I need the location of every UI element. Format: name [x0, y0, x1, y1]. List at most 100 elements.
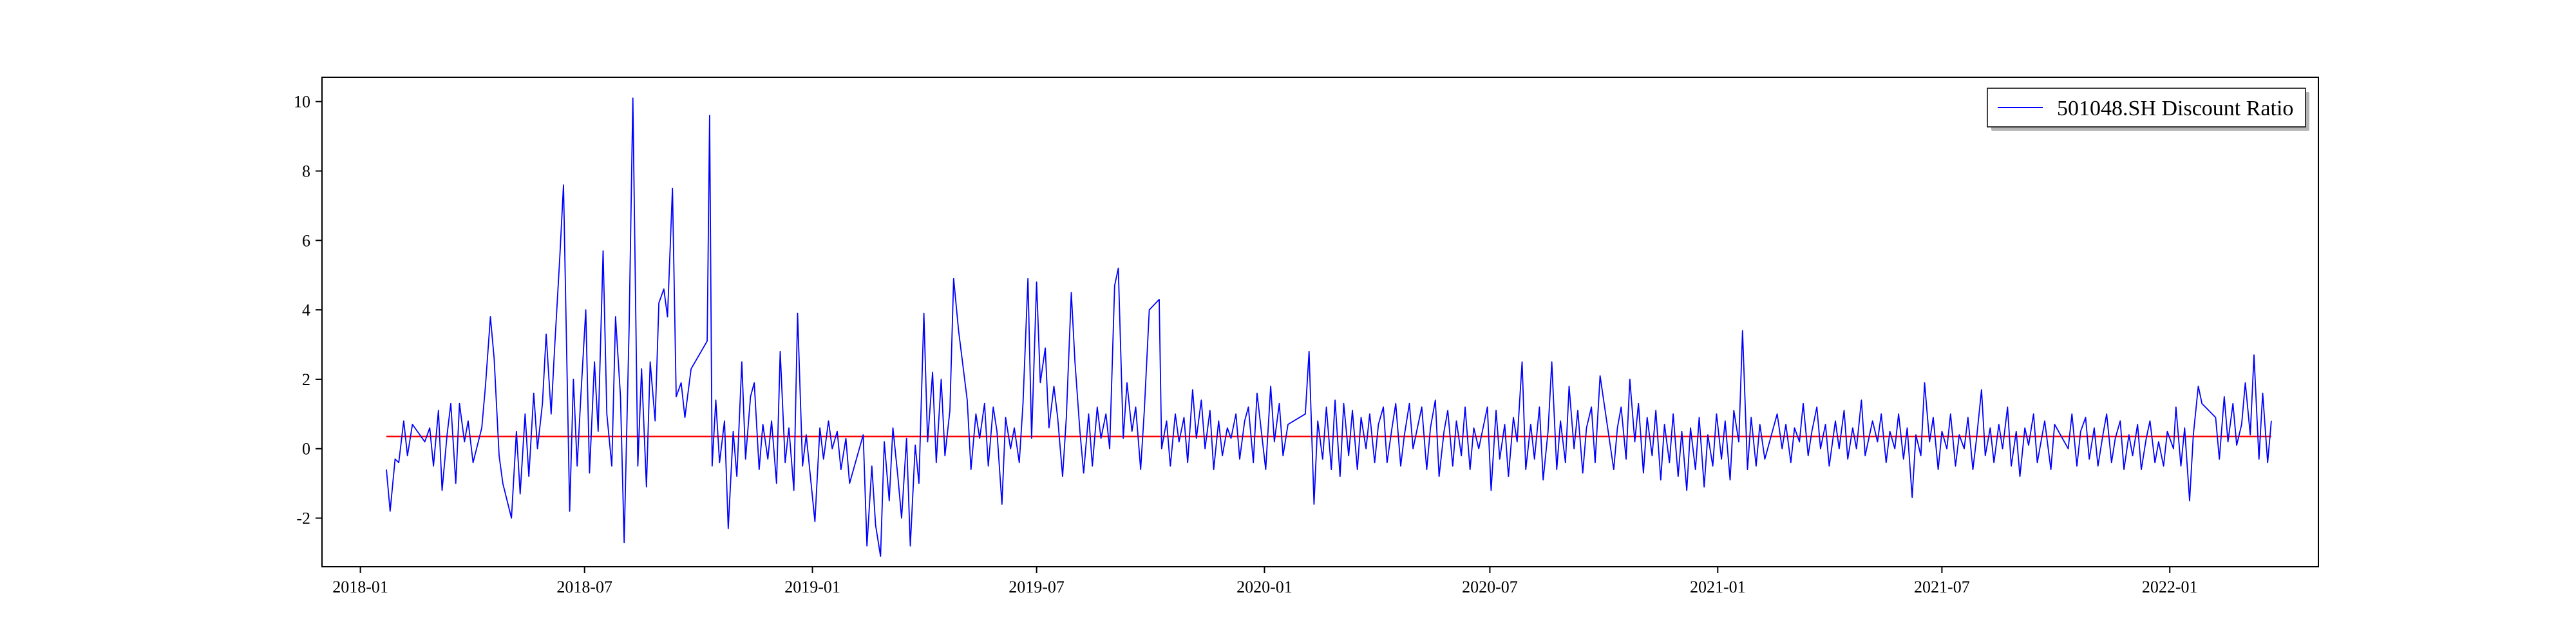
- data-point: [709, 115, 710, 116]
- data-point: [2241, 424, 2242, 425]
- data-point: [2067, 448, 2069, 450]
- data-point: [1591, 406, 1592, 408]
- data-point: [1464, 406, 1466, 408]
- data-point: [1577, 410, 1578, 411]
- data-point: [1698, 417, 1700, 418]
- data-point: [1790, 462, 1792, 463]
- data-point: [862, 434, 864, 435]
- data-point: [455, 482, 457, 484]
- data-point: [1651, 455, 1653, 456]
- data-point: [793, 489, 795, 491]
- data-point: [580, 396, 582, 397]
- data-point: [1568, 386, 1569, 387]
- data-point: [1504, 424, 1505, 425]
- data-point: [914, 444, 916, 446]
- data-point: [2137, 424, 2138, 425]
- data-point: [2271, 420, 2272, 421]
- data-point: [2189, 500, 2190, 501]
- data-point: [1733, 410, 1734, 411]
- data-point: [1941, 431, 1942, 432]
- data-point: [1490, 489, 1492, 491]
- data-point: [1573, 448, 1575, 450]
- data-point: [681, 382, 682, 383]
- data-point: [1486, 406, 1488, 408]
- data-point: [1747, 469, 1748, 470]
- data-point: [464, 441, 465, 442]
- data-point: [2262, 392, 2263, 393]
- data-point: [975, 413, 976, 415]
- data-point: [1010, 448, 1011, 450]
- data-point: [1742, 330, 1743, 331]
- data-point: [1452, 466, 1454, 467]
- data-point: [1343, 403, 1344, 404]
- data-point: [1828, 466, 1830, 467]
- data-point: [1079, 431, 1081, 432]
- data-point: [719, 462, 720, 463]
- data-point: [2227, 441, 2228, 442]
- data-point: [1759, 424, 1761, 425]
- data-point: [1920, 455, 1922, 456]
- data-point: [1161, 448, 1162, 450]
- x-tick-label: 2021-01: [1690, 578, 1746, 596]
- data-point: [1227, 427, 1228, 428]
- data-point: [1070, 292, 1072, 293]
- data-point: [1378, 424, 1379, 425]
- data-point: [2002, 448, 2003, 450]
- data-point: [1222, 455, 1223, 456]
- data-point: [585, 309, 586, 310]
- data-point: [2019, 476, 2020, 477]
- data-point: [1473, 427, 1474, 428]
- data-point: [1669, 462, 1670, 463]
- data-point: [632, 97, 634, 99]
- y-axis: -2 0 2 4 6 8 10: [294, 93, 322, 528]
- data-point: [2259, 459, 2260, 460]
- data-point: [1643, 472, 1644, 473]
- data-point: [1235, 413, 1236, 415]
- data-point: [1565, 462, 1566, 463]
- data-point: [2044, 420, 2045, 421]
- data-point: [1976, 437, 1977, 439]
- data-point: [1196, 437, 1197, 439]
- data-point: [1660, 479, 1662, 480]
- x-tick-label: 2018-01: [332, 578, 388, 596]
- data-point: [1764, 459, 1765, 460]
- y-tick-label: 2: [302, 370, 310, 389]
- data-point: [759, 469, 760, 470]
- data-point: [606, 413, 607, 415]
- data-point: [1404, 434, 1405, 435]
- data-point: [712, 466, 713, 467]
- data-point: [1360, 417, 1361, 418]
- data-point: [979, 437, 980, 439]
- data-point: [1166, 420, 1167, 421]
- data-point: [1725, 420, 1726, 421]
- data-point: [1560, 420, 1561, 421]
- data-point: [932, 372, 933, 373]
- data-point: [2163, 466, 2164, 467]
- data-point: [1097, 406, 1098, 408]
- data-point: [1036, 281, 1037, 283]
- data-point: [1412, 448, 1414, 450]
- data-point: [1808, 455, 1809, 456]
- data-point: [736, 476, 737, 477]
- data-point: [1508, 476, 1509, 477]
- data-point: [1839, 448, 1840, 450]
- data-point: [1820, 448, 1821, 450]
- data-point: [823, 459, 824, 460]
- data-point: [489, 316, 491, 317]
- data-point: [1872, 420, 1873, 421]
- data-point: [1027, 278, 1028, 279]
- data-point: [889, 500, 890, 501]
- data-point: [1634, 441, 1635, 442]
- data-point: [776, 482, 777, 484]
- data-point: [542, 403, 543, 404]
- data-point: [498, 455, 500, 456]
- data-point: [897, 476, 898, 477]
- data-point: [1647, 417, 1648, 418]
- data-point: [1478, 448, 1479, 450]
- data-point: [1539, 406, 1540, 408]
- data-point: [536, 448, 538, 450]
- data-point: [1599, 375, 1600, 376]
- data-point: [837, 431, 838, 432]
- data-point: [1265, 469, 1266, 470]
- data-point: [2154, 462, 2155, 463]
